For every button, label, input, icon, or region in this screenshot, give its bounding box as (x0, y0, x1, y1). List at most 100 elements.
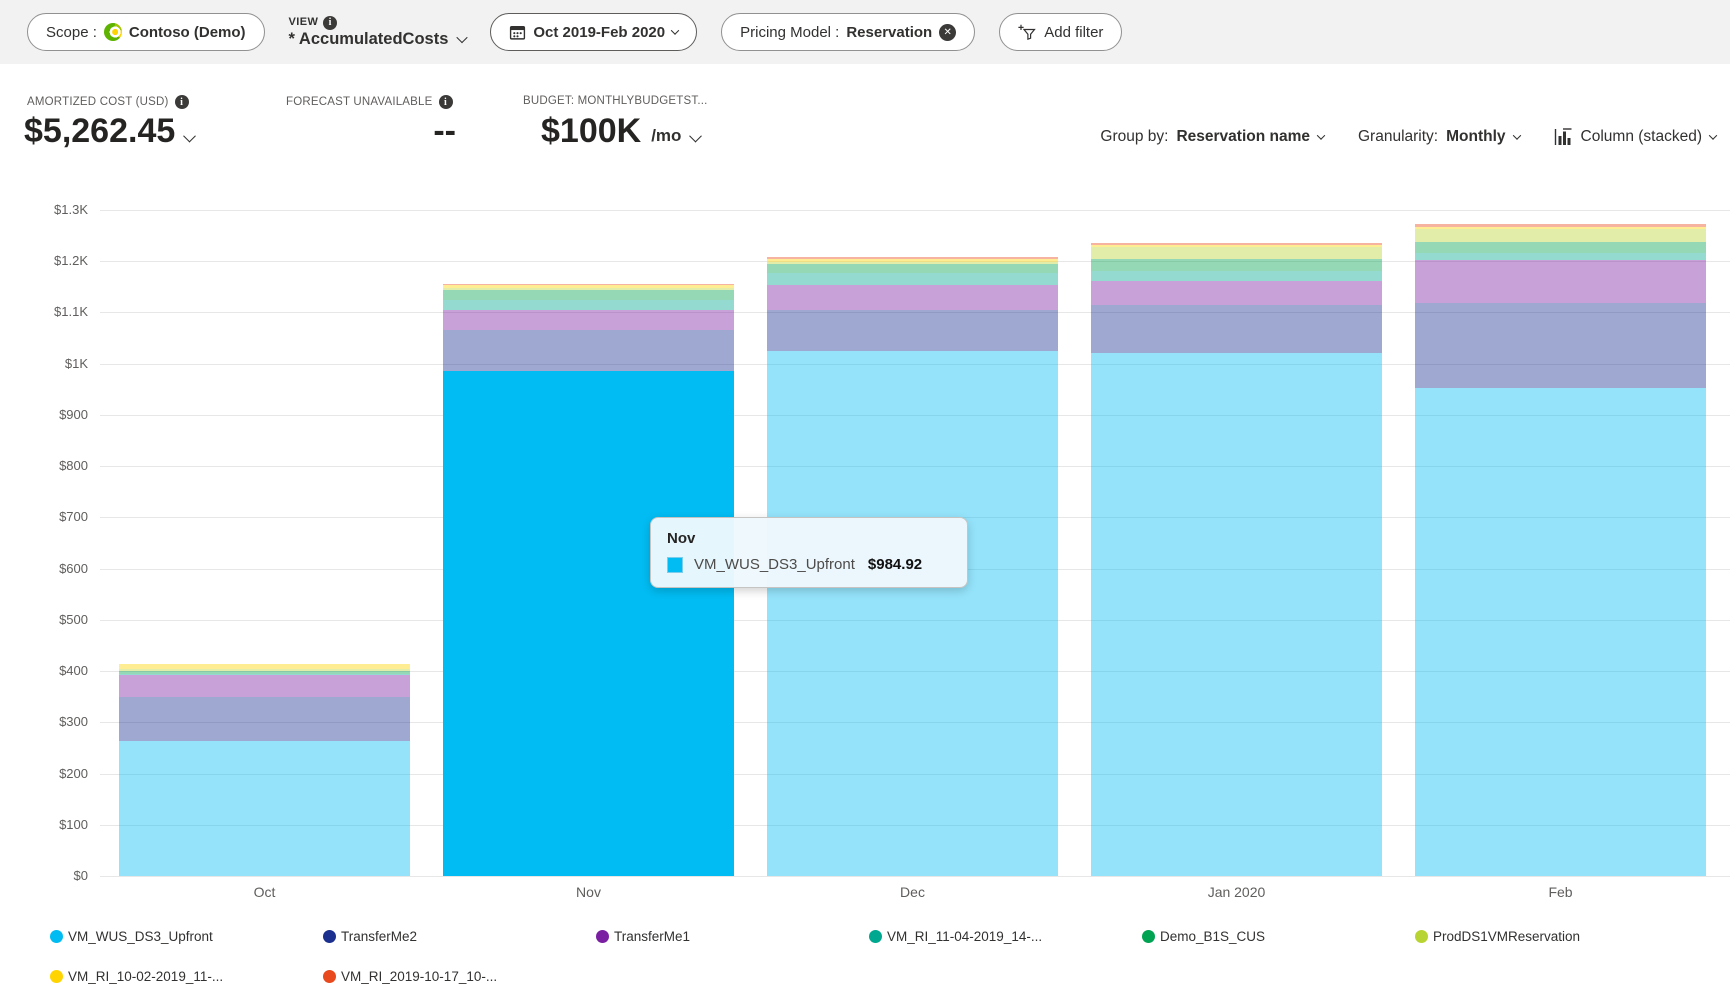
legend-label: ProdDS1VMReservation (1433, 928, 1581, 944)
y-axis-label: $500 (59, 611, 88, 627)
scope-label: Scope : (46, 23, 97, 41)
legend-swatch-icon (323, 929, 336, 943)
filter-name: Pricing Model : (740, 23, 840, 41)
filter-value: Reservation (846, 23, 933, 41)
bar-segment[interactable] (767, 256, 1058, 260)
y-axis-label: $1.1K (54, 304, 88, 320)
chevron-down-icon (689, 129, 703, 143)
bar-segment[interactable] (1091, 352, 1382, 876)
bar-segment[interactable] (1415, 259, 1706, 303)
bar-segment[interactable] (1415, 252, 1706, 260)
bar-segment[interactable] (767, 350, 1058, 876)
legend-item[interactable]: TransferMe1 (596, 928, 869, 944)
bar-segment[interactable] (443, 300, 734, 311)
bar-segment[interactable] (767, 263, 1058, 273)
bar-segment[interactable] (1091, 258, 1382, 272)
bar-segment[interactable] (767, 259, 1058, 263)
gridline (100, 466, 1730, 468)
legend-item[interactable]: VM_RI_10-02-2019_11-... (50, 968, 323, 984)
bar-segment[interactable] (443, 371, 734, 876)
chart-type-value: Column (stacked) (1580, 128, 1702, 145)
bar-segment[interactable] (1415, 229, 1706, 243)
bar-segment[interactable] (1091, 271, 1382, 281)
y-axis-label: $1.2K (54, 253, 88, 269)
granularity-label: Granularity: (1358, 128, 1439, 145)
bar-segment[interactable] (1415, 227, 1706, 230)
legend-item[interactable]: VM_WUS_DS3_Upfront (50, 928, 323, 944)
gridline (100, 876, 1730, 877)
date-range-value: Oct 2019-Feb 2020 (533, 23, 666, 41)
legend-label: VM_RI_10-02-2019_11-... (68, 968, 224, 984)
bar-segment[interactable] (443, 310, 734, 331)
chevron-down-icon (1512, 131, 1521, 140)
forecast-label: FORECAST UNAVAILABLE i (286, 95, 453, 109)
bar-segment[interactable] (119, 740, 410, 876)
bar-segment[interactable] (119, 674, 410, 697)
legend-label: Demo_B1S_CUS (1160, 928, 1266, 944)
legend-item[interactable]: Demo_B1S_CUS (1142, 928, 1415, 944)
bar-segment[interactable] (443, 289, 734, 301)
bar-segment[interactable] (767, 262, 1058, 264)
legend-item[interactable]: VM_RI_11-04-2019_14-... (869, 928, 1142, 944)
scope-pill[interactable]: Scope : Contoso (Demo) (27, 13, 265, 51)
legend-item[interactable]: VM_RI_2019-10-17_10-... (323, 968, 596, 984)
gridline (100, 261, 1730, 263)
y-axis-label: $0 (73, 868, 88, 883)
legend-label: VM_RI_11-04-2019_14-... (887, 928, 1043, 944)
bar-segment[interactable] (119, 664, 410, 669)
bar-segment[interactable] (119, 668, 410, 671)
bar-segment[interactable] (119, 673, 410, 675)
legend-swatch-icon (1415, 929, 1428, 943)
group-by-dropdown[interactable]: Group by: Reservation name (1100, 128, 1326, 146)
legend-swatch-icon (596, 929, 609, 943)
bar-segment[interactable] (1091, 242, 1382, 246)
add-filter-label: Add filter (1044, 23, 1104, 41)
bar-segment[interactable] (443, 288, 734, 290)
chevron-down-icon (183, 129, 197, 143)
legend-item[interactable]: ProdDS1VMReservation (1415, 928, 1688, 944)
granularity-dropdown[interactable]: Granularity: Monthly (1358, 128, 1521, 146)
y-axis-label: $1K (64, 355, 88, 371)
budget-suffix: /mo (651, 126, 682, 145)
amortized-cost-value[interactable]: $5,262.45 (24, 112, 197, 151)
bar-segment[interactable] (443, 285, 734, 289)
remove-filter-icon[interactable]: ✕ (939, 23, 957, 41)
bar-segment[interactable] (1091, 280, 1382, 305)
gridline (100, 824, 1730, 826)
column-chart-icon (1554, 128, 1572, 145)
bar-segment[interactable] (1415, 387, 1706, 876)
gridline (100, 414, 1730, 416)
add-filter-button[interactable]: Add filter (999, 13, 1123, 51)
date-range-pill[interactable]: Oct 2019-Feb 2020 (490, 13, 698, 51)
y-axis-label: $200 (59, 765, 88, 781)
bar-segment[interactable] (119, 670, 410, 674)
bar-segment[interactable] (767, 284, 1058, 310)
chevron-down-icon (456, 31, 469, 44)
legend-swatch-icon (50, 969, 63, 983)
bar-segment[interactable] (1415, 224, 1706, 228)
budget-value[interactable]: $100K /mo (541, 112, 703, 151)
bar-segment[interactable] (443, 330, 734, 372)
chart-type-dropdown[interactable]: Column (stacked) (1554, 128, 1718, 146)
info-icon: i (323, 15, 338, 30)
bar-segment[interactable] (443, 283, 734, 286)
view-selector[interactable]: VIEW i * AccumulatedCosts (289, 15, 469, 49)
bar-segment[interactable] (767, 273, 1058, 285)
bar-segment[interactable] (767, 309, 1058, 351)
info-icon: i (438, 95, 453, 109)
gridline (100, 671, 1730, 673)
bar-segment[interactable] (1091, 245, 1382, 248)
bar-segment[interactable] (1415, 242, 1706, 253)
filter-toolbar: Scope : Contoso (Demo) VIEW i * Accumula… (0, 0, 1730, 64)
pricing-model-filter-pill[interactable]: Pricing Model : Reservation ✕ (721, 13, 976, 51)
bar-segment[interactable] (1415, 302, 1706, 388)
bar-segment[interactable] (119, 696, 410, 741)
gridline (100, 312, 1730, 314)
gridline (100, 773, 1730, 775)
bar-segment[interactable] (1091, 304, 1382, 353)
bar-segment[interactable] (1091, 247, 1382, 259)
tooltip-value: $984.92 (867, 556, 923, 573)
legend-item[interactable]: TransferMe2 (323, 928, 596, 944)
